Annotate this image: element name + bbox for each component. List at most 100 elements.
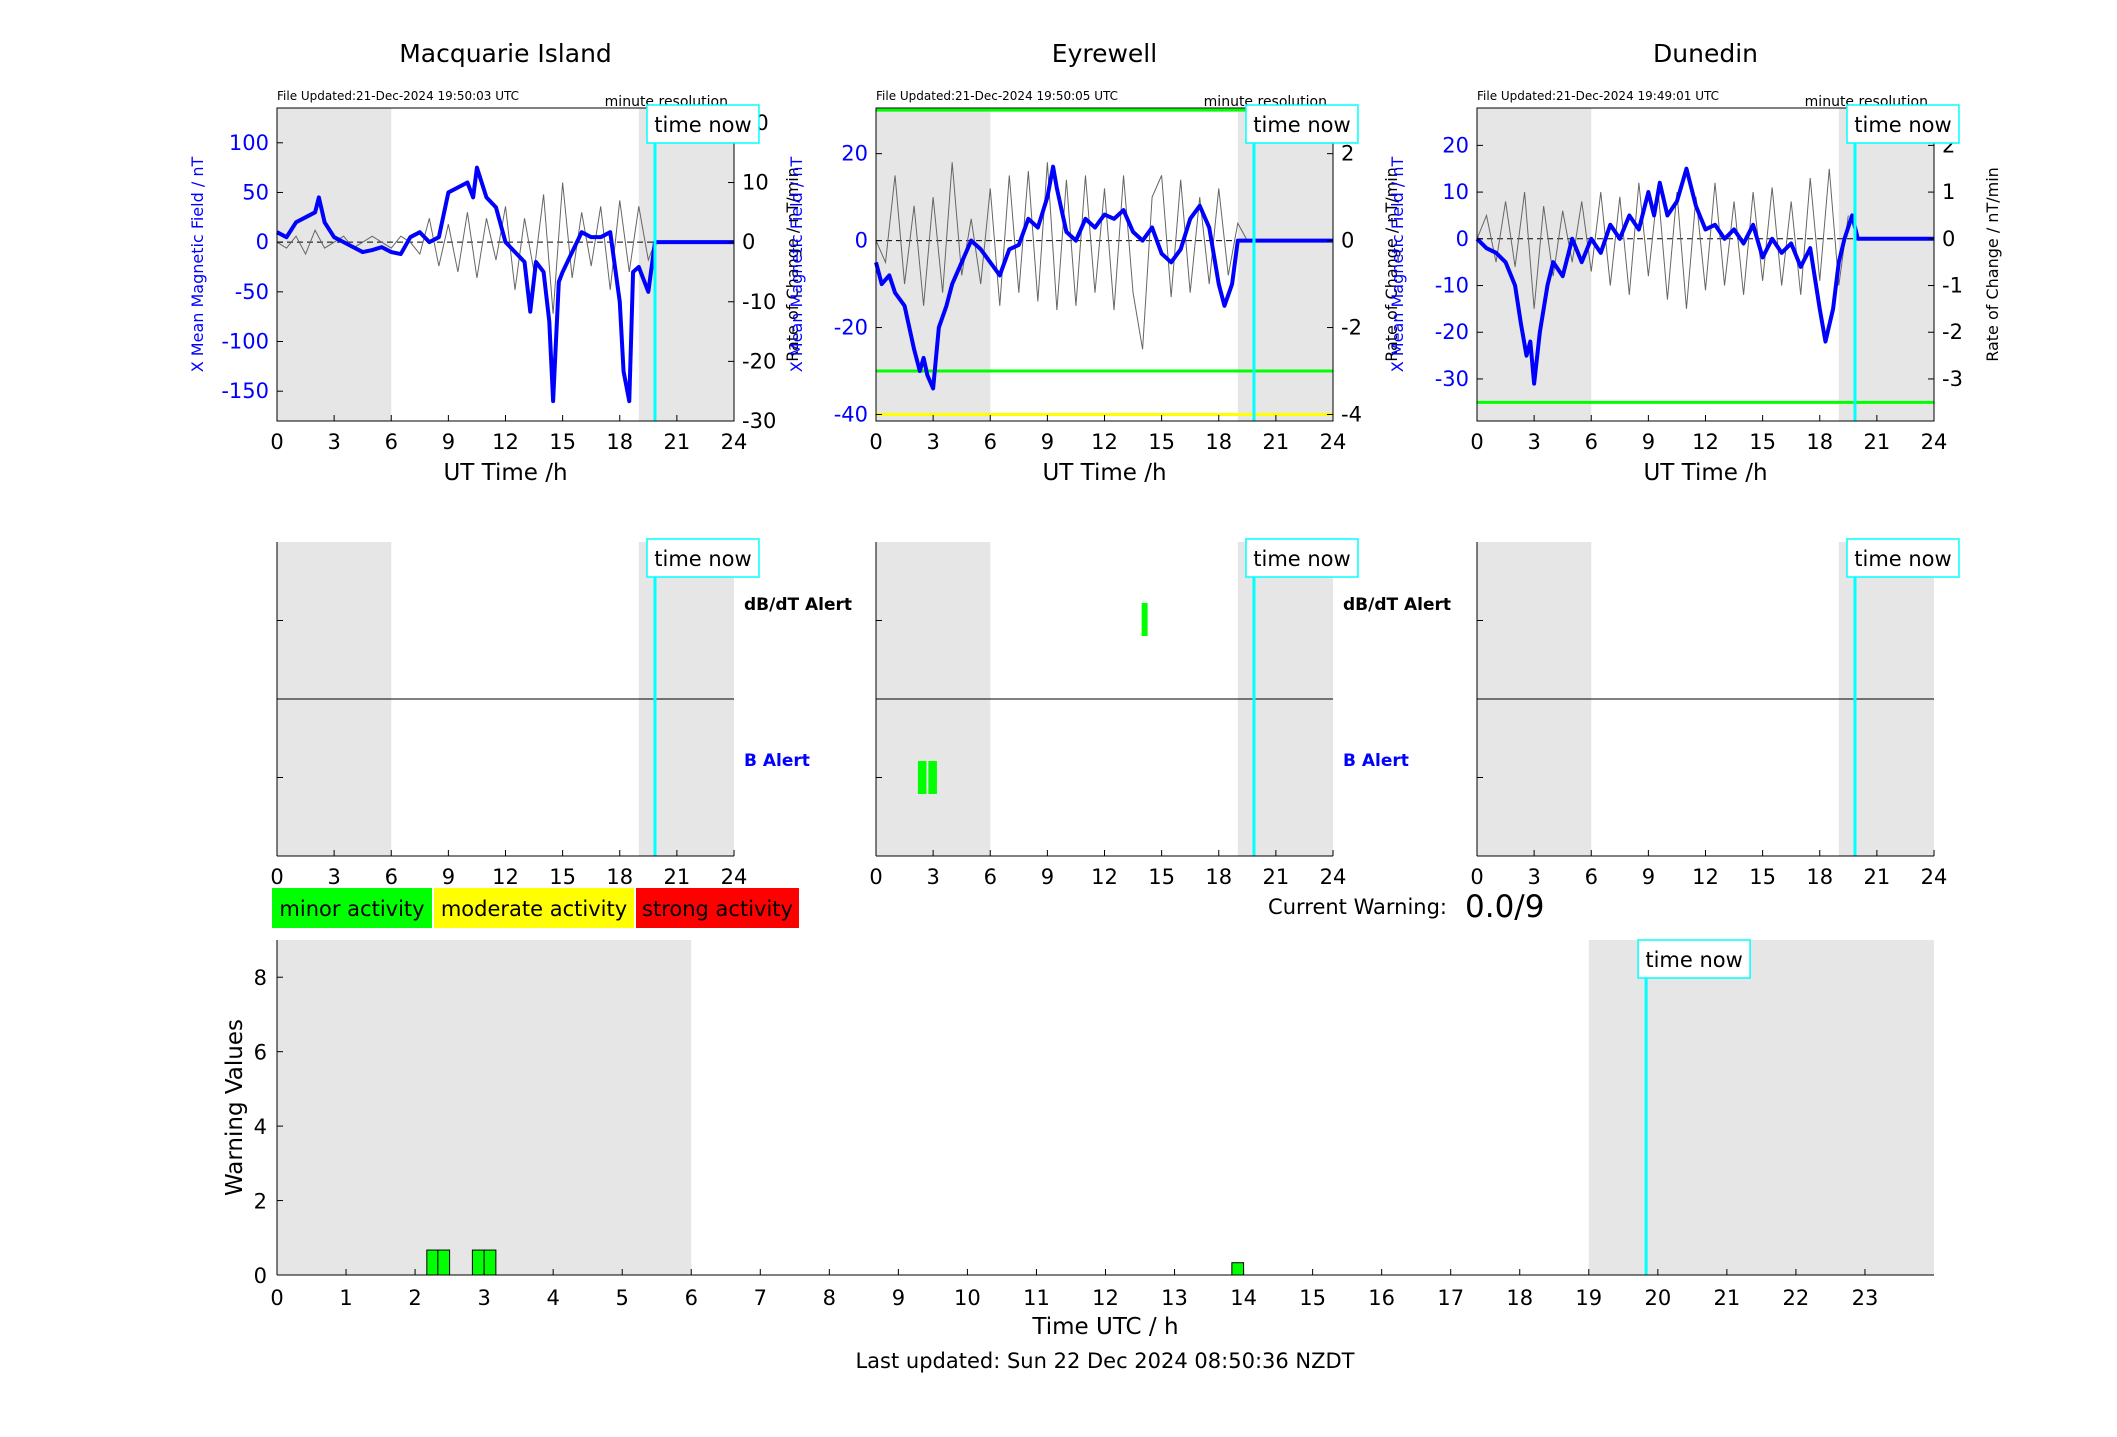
legend-minor: minor activity (272, 888, 432, 928)
right-tick-label: 0 (1942, 227, 1955, 251)
y-axis-ticks (1477, 620, 1483, 778)
right-tick-label: -10 (742, 290, 776, 314)
alert-bars (917, 603, 1148, 794)
x-tick-label: 21 (664, 865, 691, 889)
warning-bar-0 (426, 1249, 439, 1276)
x-tick-label: 0 (270, 865, 283, 889)
x-tick-label: 0 (1470, 430, 1483, 454)
right-tick-label: -30 (742, 409, 776, 433)
x-tick-label: 21 (1714, 1286, 1741, 1310)
activity-legend: minor activity moderate activity strong … (272, 888, 799, 928)
x-tick-label: 9 (442, 865, 455, 889)
x-axis-label: UT Time /h (1643, 460, 1767, 486)
legend-strong: strong activity (636, 888, 799, 928)
x-tick-label: 0 (869, 865, 882, 889)
station-title: Macquarie Island (399, 39, 612, 68)
x-tick-label: 1 (339, 1286, 352, 1310)
b-alert-bar-0 (917, 761, 927, 794)
x-tick-label: 20 (1644, 1286, 1671, 1310)
x-tick-label: 15 (549, 865, 576, 889)
x-tick-label: 9 (442, 430, 455, 454)
y-tick-label: 4 (254, 1115, 267, 1139)
legend-label-moderate: moderate activity (441, 897, 627, 921)
left-axis-ticks: 20 10 0 -10 -20 -30 (1435, 133, 1483, 391)
night-shade-0 (277, 108, 392, 421)
x-tick-label: 24 (721, 430, 748, 454)
x-axis-ticks: 0 3 6 9 12 15 18 21 24 (869, 850, 1346, 889)
file-updated-label: File Updated:21-Dec-2024 19:50:05 UTC (876, 89, 1118, 103)
time-now-box (1245, 538, 1359, 578)
x-axis-ticks: 0 3 6 9 12 15 18 21 24 (270, 850, 747, 889)
left-tick-label: 20 (841, 142, 868, 166)
left-tick-label: 10 (1442, 180, 1469, 204)
x-tick-label: 0 (270, 1286, 283, 1310)
left-tick-label: -30 (1435, 367, 1469, 391)
left-tick-label: -150 (221, 379, 269, 403)
x-field-trace (1475, 166, 1934, 386)
x-tick-label: 21 (1864, 865, 1891, 889)
current-warning-label: Current Warning: (1268, 895, 1447, 919)
left-tick-label: -20 (834, 316, 868, 340)
x-tick-label: 18 (1506, 1286, 1533, 1310)
right-axis-label: Rate of Change / nT/min (783, 167, 802, 362)
y-axis-label: Warning Values (222, 1019, 248, 1196)
x-tick-label: 9 (1041, 865, 1054, 889)
time-now-label: time now (1253, 547, 1350, 571)
y-tick-label: 8 (254, 966, 267, 990)
x-tick-label: 3 (327, 865, 340, 889)
x-tick-label: 15 (1749, 430, 1776, 454)
eyrewell-panel: 0 3 6 9 12 15 18 21 24 200-20-40 20-2-4 Eyrewell… (787, 39, 1401, 486)
time-now-label: time now (654, 547, 751, 571)
x-tick-label: 7 (754, 1286, 767, 1310)
time-now-label: time now (1645, 948, 1742, 972)
x-tick-label: 12 (1092, 1286, 1119, 1310)
x-tick-label: 2 (408, 1286, 421, 1310)
x-tick-label: 0 (270, 430, 283, 454)
right-tick-label: 1 (1942, 180, 1955, 204)
x-tick-label: 12 (492, 430, 519, 454)
time-now-box (646, 104, 760, 144)
x-tick-label: 18 (1806, 865, 1833, 889)
right-axis-label: Rate of Change / nT/min (1983, 167, 2002, 362)
right-axis-label: Rate of Change / nT/min (1382, 167, 1401, 362)
x-tick-label: 6 (685, 1286, 698, 1310)
x-tick-label: 6 (385, 865, 398, 889)
left-tick-label: -50 (235, 280, 269, 304)
dbdt-alert-label: dB/dT Alert (1343, 595, 1451, 615)
left-tick-label: -40 (834, 402, 868, 426)
b-alert-label: B Alert (744, 751, 810, 771)
left-tick-label: -20 (1435, 320, 1469, 344)
right-tick-label: 2 (1341, 142, 1354, 166)
x-tick-label: 12 (1091, 430, 1118, 454)
dunedin-alert-panel: 0 3 6 9 12 15 18 21 24 time now (1470, 538, 1960, 889)
x-tick-label: 6 (1585, 865, 1598, 889)
right-tick-label: -1 (1942, 274, 1963, 298)
warning-bar-2 (471, 1249, 485, 1276)
x-tick-label: 6 (1585, 430, 1598, 454)
y-axis-ticks (876, 620, 882, 778)
right-axis-ticks: 2 0 -2 -4 (1327, 142, 1362, 426)
night-shade-1 (1838, 108, 1934, 421)
rate-of-change-trace (276, 182, 656, 314)
b-alert-label: B Alert (1343, 751, 1409, 771)
right-tick-label: -20 (742, 349, 776, 373)
right-tick-label: -3 (1942, 367, 1963, 391)
b-alert-bar-1 (928, 761, 937, 794)
warning-bar-4 (1231, 1262, 1245, 1276)
x-tick-label: 21 (1263, 865, 1290, 889)
night-shading (277, 940, 1934, 1275)
x-tick-label: 24 (1320, 430, 1347, 454)
x-tick-label: 12 (1091, 865, 1118, 889)
warning-bar-1 (437, 1249, 451, 1276)
left-tick-label: 100 (229, 131, 269, 155)
warning-bars (426, 1249, 1245, 1276)
left-axis-ticks: 100 50 0 -50 -100 -150 (221, 131, 283, 403)
left-tick-label: 0 (855, 229, 868, 253)
x-tick-label: 15 (1148, 430, 1175, 454)
x-tick-label: 12 (1692, 865, 1719, 889)
x-tick-label: 16 (1368, 1286, 1395, 1310)
left-axis-label: X Mean Magnetic Field / nT (1388, 157, 1407, 373)
time-now-box (1245, 104, 1359, 144)
x-tick-label: 4 (546, 1286, 559, 1310)
